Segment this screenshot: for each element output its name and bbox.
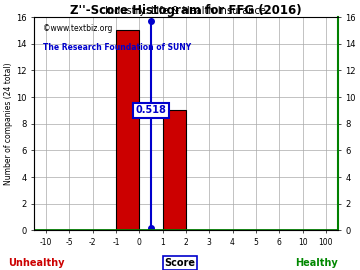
Text: Healthy: Healthy	[296, 258, 338, 268]
Text: Unhealthy: Unhealthy	[8, 258, 64, 268]
Text: ©www.textbiz.org: ©www.textbiz.org	[43, 23, 113, 33]
Title: Z''-Score Histogram for FFG (2016): Z''-Score Histogram for FFG (2016)	[70, 4, 302, 17]
Bar	[163, 110, 186, 230]
Text: Industry: Life & Health Insurance: Industry: Life & Health Insurance	[105, 6, 266, 16]
Text: 0.518: 0.518	[136, 105, 167, 115]
Text: The Research Foundation of SUNY: The Research Foundation of SUNY	[43, 43, 192, 52]
Y-axis label: Number of companies (24 total): Number of companies (24 total)	[4, 62, 13, 185]
Text: Score: Score	[165, 258, 195, 268]
Bar	[116, 31, 139, 230]
